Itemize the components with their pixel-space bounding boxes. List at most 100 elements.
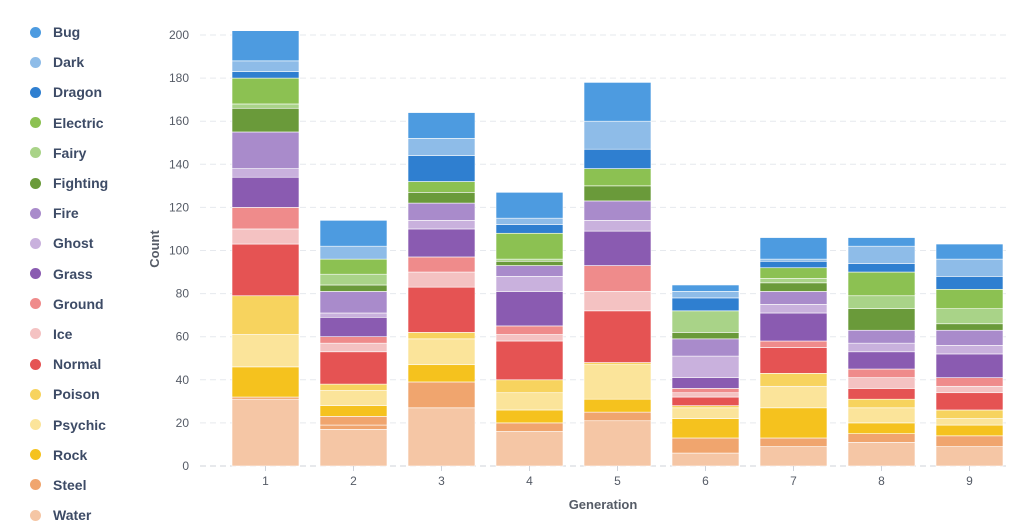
bar-segment-poison[interactable] xyxy=(671,405,740,409)
bar-segment-grass[interactable] xyxy=(583,230,652,266)
bar-segment-fairy[interactable] xyxy=(495,258,564,262)
bar-segment-grass[interactable] xyxy=(231,176,300,208)
bar-segment-fire[interactable] xyxy=(495,265,564,277)
bar-segment-ground[interactable] xyxy=(759,340,828,348)
bar-segment-electric[interactable] xyxy=(935,288,1004,309)
bar-stack-gen-9[interactable] xyxy=(935,243,1004,467)
bar-segment-fairy[interactable] xyxy=(847,295,916,309)
bar-segment-ghost[interactable] xyxy=(231,168,300,178)
bar-segment-water[interactable] xyxy=(583,420,652,467)
bar-segment-dark[interactable] xyxy=(847,245,916,264)
bar-segment-fire[interactable] xyxy=(231,131,300,169)
bar-segment-psychic[interactable] xyxy=(407,338,476,366)
bar-segment-bug[interactable] xyxy=(583,82,652,122)
legend-item-fighting[interactable]: Fighting xyxy=(30,168,150,198)
bar-segment-ground[interactable] xyxy=(935,377,1004,387)
bar-segment-fighting[interactable] xyxy=(671,332,740,340)
bar-segment-ice[interactable] xyxy=(231,228,300,245)
bar-segment-water[interactable] xyxy=(759,446,828,467)
bar-segment-fighting[interactable] xyxy=(583,185,652,202)
legend-item-ground[interactable]: Ground xyxy=(30,289,150,319)
bar-segment-fighting[interactable] xyxy=(935,323,1004,331)
bar-segment-bug[interactable] xyxy=(935,243,1004,260)
bar-segment-grass[interactable] xyxy=(319,317,388,337)
bar-stack-gen-8[interactable] xyxy=(847,237,916,467)
bar-segment-poison[interactable] xyxy=(319,383,388,391)
bar-segment-steel[interactable] xyxy=(847,433,916,443)
bar-stack-gen-3[interactable] xyxy=(407,112,476,467)
bar-segment-rock[interactable] xyxy=(759,407,828,439)
bar-segment-bug[interactable] xyxy=(495,192,564,219)
bar-segment-normal[interactable] xyxy=(759,347,828,374)
bar-segment-rock[interactable] xyxy=(583,398,652,413)
bar-segment-fairy[interactable] xyxy=(935,308,1004,325)
bar-segment-electric[interactable] xyxy=(495,232,564,260)
bar-segment-ice[interactable] xyxy=(407,271,476,288)
bar-segment-dark[interactable] xyxy=(319,245,388,260)
legend-item-normal[interactable]: Normal xyxy=(30,349,150,379)
bar-segment-poison[interactable] xyxy=(495,379,564,394)
bar-segment-normal[interactable] xyxy=(671,396,740,406)
legend-item-bug[interactable]: Bug xyxy=(30,17,150,47)
bar-segment-normal[interactable] xyxy=(319,351,388,385)
bar-segment-fire[interactable] xyxy=(847,329,916,344)
bar-stack-gen-5[interactable] xyxy=(583,82,652,467)
bar-segment-dragon[interactable] xyxy=(935,276,1004,290)
bar-segment-electric[interactable] xyxy=(847,271,916,297)
bar-segment-steel[interactable] xyxy=(671,437,740,454)
bar-segment-fighting[interactable] xyxy=(231,107,300,133)
bar-segment-electric[interactable] xyxy=(583,168,652,187)
bar-segment-ghost[interactable] xyxy=(495,276,564,292)
bar-segment-steel[interactable] xyxy=(935,435,1004,447)
bar-segment-ice[interactable] xyxy=(495,334,564,342)
legend-item-dark[interactable]: Dark xyxy=(30,47,150,77)
bar-segment-ice[interactable] xyxy=(583,291,652,312)
bar-segment-ground[interactable] xyxy=(231,207,300,230)
legend-item-steel[interactable]: Steel xyxy=(30,470,150,500)
bar-segment-psychic[interactable] xyxy=(231,334,300,368)
bar-segment-electric[interactable] xyxy=(407,181,476,193)
bar-segment-water[interactable] xyxy=(847,441,916,467)
bar-segment-fire[interactable] xyxy=(319,291,388,314)
bar-segment-poison[interactable] xyxy=(407,332,476,340)
bar-segment-water[interactable] xyxy=(671,452,740,467)
bar-segment-psychic[interactable] xyxy=(495,392,564,411)
bar-segment-psychic[interactable] xyxy=(847,407,916,424)
bar-segment-normal[interactable] xyxy=(935,392,1004,411)
bar-segment-fire[interactable] xyxy=(671,338,740,357)
bar-segment-bug[interactable] xyxy=(671,284,740,292)
bar-stack-gen-7[interactable] xyxy=(759,237,828,467)
bar-segment-psychic[interactable] xyxy=(319,390,388,406)
bar-segment-dark[interactable] xyxy=(407,138,476,156)
bar-segment-dark[interactable] xyxy=(759,258,828,262)
bar-segment-steel[interactable] xyxy=(759,437,828,447)
bar-segment-fairy[interactable] xyxy=(671,310,740,333)
bar-segment-bug[interactable] xyxy=(407,112,476,139)
bar-stack-gen-6[interactable] xyxy=(671,284,740,467)
bar-segment-dark[interactable] xyxy=(671,291,740,299)
bar-segment-ground[interactable] xyxy=(847,368,916,378)
bar-segment-fairy[interactable] xyxy=(319,273,388,286)
bar-segment-poison[interactable] xyxy=(231,295,300,335)
bar-segment-dragon[interactable] xyxy=(407,155,476,182)
bar-segment-fighting[interactable] xyxy=(495,260,564,266)
bar-segment-water[interactable] xyxy=(935,446,1004,467)
bar-segment-fighting[interactable] xyxy=(759,282,828,292)
bar-segment-rock[interactable] xyxy=(671,418,740,439)
bar-segment-water[interactable] xyxy=(407,407,476,467)
legend-item-fire[interactable]: Fire xyxy=(30,198,150,228)
bar-segment-water[interactable] xyxy=(231,398,300,467)
legend-item-dragon[interactable]: Dragon xyxy=(30,77,150,107)
bar-segment-ice[interactable] xyxy=(671,392,740,398)
bar-segment-bug[interactable] xyxy=(231,30,300,62)
bar-segment-ghost[interactable] xyxy=(935,345,1004,355)
bar-segment-dark[interactable] xyxy=(495,217,564,225)
bar-segment-electric[interactable] xyxy=(319,258,388,275)
bar-segment-dragon[interactable] xyxy=(583,148,652,169)
bar-segment-fighting[interactable] xyxy=(407,192,476,204)
bar-segment-ground[interactable] xyxy=(319,336,388,344)
bar-segment-psychic[interactable] xyxy=(671,407,740,419)
bar-segment-ice[interactable] xyxy=(319,342,388,353)
bar-segment-rock[interactable] xyxy=(231,366,300,398)
bar-segment-grass[interactable] xyxy=(407,228,476,258)
